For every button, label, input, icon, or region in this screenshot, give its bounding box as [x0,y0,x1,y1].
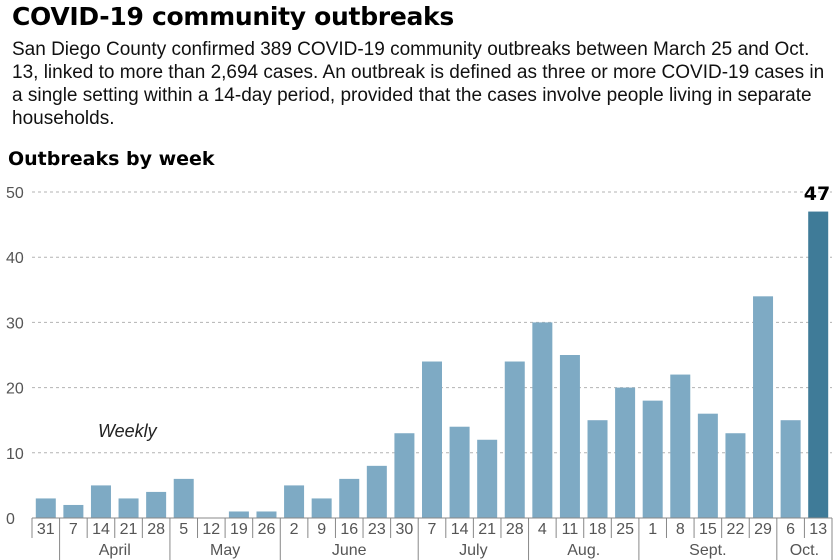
x-tick-label: 7 [69,521,78,538]
chart-subtitle: San Diego County confirmed 389 COVID-19 … [12,39,825,129]
bar [697,413,718,518]
bar [366,465,387,518]
bar [173,478,194,518]
y-tick-label: 30 [6,315,24,332]
x-tick-label: 5 [179,521,188,538]
x-tick-label: 11 [562,521,579,538]
x-tick-label: 23 [368,521,386,538]
bar [311,498,332,518]
bar [449,426,470,518]
x-tick-label: 16 [340,521,358,538]
x-tick-label: 21 [120,521,138,538]
callout-label: 47 [804,183,830,205]
x-tick-label: 2 [290,521,299,538]
bar [504,361,525,518]
bar [477,439,498,518]
bar [808,211,829,518]
bar [394,433,415,518]
bar [670,374,691,518]
x-tick-label: 13 [809,521,827,538]
bars [35,211,829,518]
x-tick-label: 25 [616,521,634,538]
y-tick-label: 20 [6,381,24,398]
x-tick-label: 19 [230,521,248,538]
bar [35,498,56,518]
y-tick-label: 50 [6,185,24,202]
month-label: June [332,542,367,559]
x-tick-label: 31 [37,521,55,538]
x-tick-label: 28 [506,521,524,538]
bar [422,361,442,518]
x-tick-label: 12 [202,521,220,538]
bar [146,491,167,518]
x-tick-label: 18 [589,521,607,538]
weekly-annotation: Weekly [98,421,158,441]
bar [228,511,249,518]
month-label: May [210,542,240,559]
x-tick-label: 6 [786,521,795,538]
month-label: Aug. [567,542,600,559]
month-label: Oct. [790,542,819,559]
bar [780,420,801,518]
bar [63,504,84,518]
month-label: July [459,542,487,559]
chart-heading: Outbreaks by week [8,148,215,170]
x-tick-label: 9 [317,521,326,538]
month-label: April [99,542,131,559]
month-label: Sept. [689,542,726,559]
x-tick-label: 14 [92,521,110,538]
x-tick-label: 14 [451,521,469,538]
x-axis: 31 7 14 21 28 5 12 19 26 2 9 16 23 30 7 14 21 28 4 11 18 25 1 8… [31,517,833,560]
x-tick-label: 7 [428,521,437,538]
bar [532,322,553,518]
x-tick-label: 26 [258,521,276,538]
x-tick-label: 21 [478,521,496,538]
x-tick-label: 22 [727,521,745,538]
x-tick-label: 28 [147,521,165,538]
x-tick-label: 30 [396,521,414,538]
bar [118,498,139,518]
x-tick-label: 29 [754,521,772,538]
x-tick-label: 8 [676,521,685,538]
x-tick-label: 1 [648,521,657,538]
y-tick-label: 0 [6,511,15,528]
chart-title: COVID-19 community outbreaks [12,2,454,31]
bar [753,296,774,518]
y-tick-label: 10 [6,446,24,463]
x-tick-label: 15 [699,521,717,538]
bar [615,387,636,518]
bar [284,485,305,518]
x-tick-label: 4 [538,521,547,538]
bar [559,355,580,518]
bar [256,511,277,518]
bar [90,485,111,518]
bar [587,420,608,518]
y-tick-label: 40 [6,250,24,267]
bar [642,400,663,518]
bar [339,478,360,518]
bar [725,433,746,518]
gridlines: 0 10 20 30 40 50 [6,185,832,528]
